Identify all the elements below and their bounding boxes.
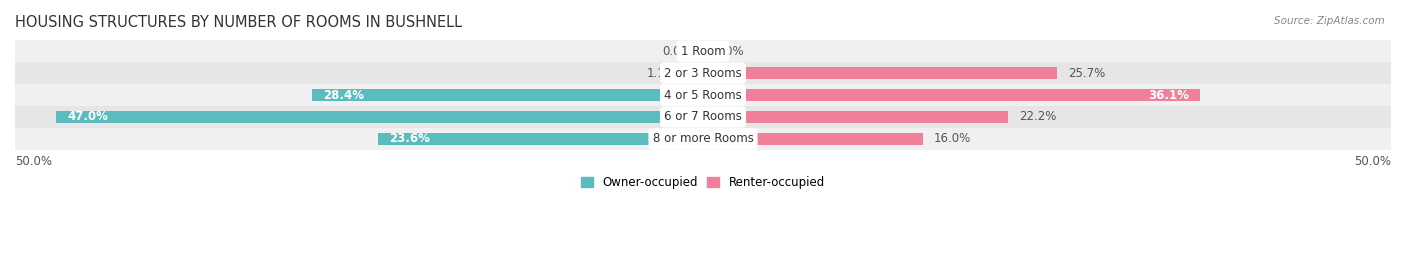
- Text: 28.4%: 28.4%: [323, 89, 364, 102]
- Text: 1.1%: 1.1%: [647, 67, 676, 80]
- Text: 2 or 3 Rooms: 2 or 3 Rooms: [664, 67, 742, 80]
- Bar: [703, 68, 1057, 79]
- Text: 22.2%: 22.2%: [1019, 110, 1057, 123]
- Text: 1 Room: 1 Room: [681, 45, 725, 58]
- Text: 25.7%: 25.7%: [1067, 67, 1105, 80]
- Text: 36.1%: 36.1%: [1147, 89, 1188, 102]
- Bar: [703, 89, 1199, 101]
- Bar: [15, 106, 1391, 128]
- Bar: [688, 68, 703, 79]
- Text: Source: ZipAtlas.com: Source: ZipAtlas.com: [1274, 16, 1385, 26]
- Text: 0.0%: 0.0%: [662, 45, 692, 58]
- Text: 23.6%: 23.6%: [389, 132, 430, 145]
- Bar: [15, 62, 1391, 84]
- Bar: [15, 84, 1391, 106]
- Text: 0.0%: 0.0%: [714, 45, 744, 58]
- Text: 50.0%: 50.0%: [1354, 155, 1391, 168]
- Text: 8 or more Rooms: 8 or more Rooms: [652, 132, 754, 145]
- Text: 4 or 5 Rooms: 4 or 5 Rooms: [664, 89, 742, 102]
- Text: 16.0%: 16.0%: [934, 132, 972, 145]
- Text: HOUSING STRUCTURES BY NUMBER OF ROOMS IN BUSHNELL: HOUSING STRUCTURES BY NUMBER OF ROOMS IN…: [15, 15, 463, 30]
- Text: 47.0%: 47.0%: [67, 110, 108, 123]
- Legend: Owner-occupied, Renter-occupied: Owner-occupied, Renter-occupied: [576, 171, 830, 194]
- Bar: [703, 111, 1008, 123]
- Bar: [56, 111, 703, 123]
- Bar: [703, 133, 924, 144]
- Bar: [312, 89, 703, 101]
- Bar: [15, 128, 1391, 150]
- Bar: [15, 40, 1391, 62]
- Bar: [378, 133, 703, 144]
- Text: 6 or 7 Rooms: 6 or 7 Rooms: [664, 110, 742, 123]
- Text: 50.0%: 50.0%: [15, 155, 52, 168]
